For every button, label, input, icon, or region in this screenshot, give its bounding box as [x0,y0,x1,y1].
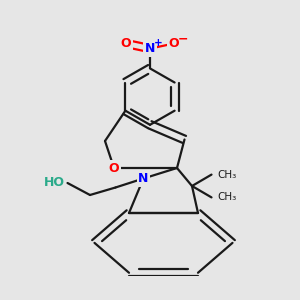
Text: N: N [138,172,148,185]
Text: N: N [145,42,155,55]
Text: O: O [169,37,179,50]
Text: CH₃: CH₃ [218,169,237,180]
Text: +: + [154,38,163,48]
Text: CH₃: CH₃ [218,192,237,203]
Text: O: O [109,161,119,175]
Text: HO: HO [44,176,65,190]
Text: O: O [121,37,131,50]
Text: −: − [178,32,188,46]
